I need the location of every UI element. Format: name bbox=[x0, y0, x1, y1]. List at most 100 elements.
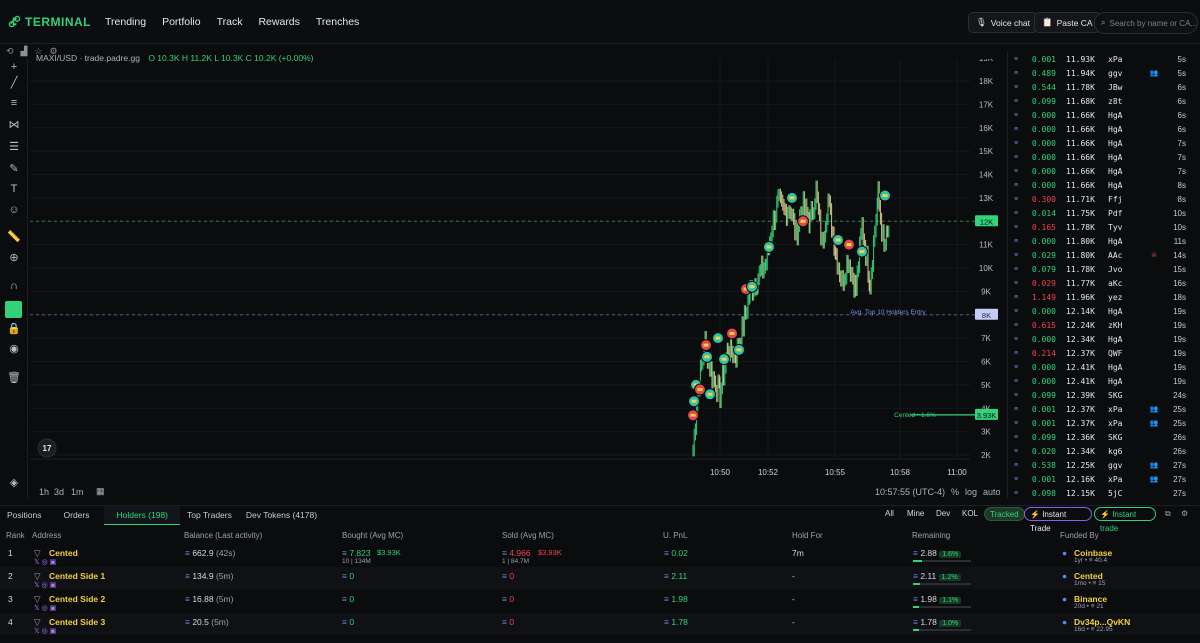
price-chart[interactable]: 18K17K16K15K14K13K12K11K10K9K8K7K6K5K4K3… bbox=[30, 59, 1000, 499]
trade-row[interactable]: ≡ 0.079 11.78K Jvo 15s bbox=[1008, 262, 1200, 276]
paste-ca-button[interactable]: 📋 Paste CA bbox=[1034, 12, 1101, 33]
trader-name[interactable]: yez bbox=[1108, 292, 1123, 302]
trade-row[interactable]: ≡ 0.000 11.66K HgA 7s bbox=[1008, 150, 1200, 164]
calendar-icon[interactable]: ▦ bbox=[96, 486, 105, 496]
holder-name[interactable]: Cented Side 3 bbox=[49, 617, 106, 627]
emoji-icon[interactable]: ☺ bbox=[8, 204, 20, 216]
filter-icon[interactable]: ▽ bbox=[34, 571, 41, 581]
social-icons[interactable]: 𝕏 ◎ ▣ bbox=[34, 582, 57, 589]
holder-name[interactable]: Cented Side 2 bbox=[49, 594, 106, 604]
nav-trending[interactable]: Trending bbox=[105, 15, 147, 28]
crosshair-icon[interactable]: + bbox=[10, 61, 18, 73]
trade-row[interactable]: ≡ 0.000 12.14K HgA 19s bbox=[1008, 304, 1200, 318]
trade-row[interactable]: ≡ 0.000 11.66K HgA 7s bbox=[1008, 136, 1200, 150]
trade-row[interactable]: ≡ 0.000 11.66K HgA 6s bbox=[1008, 108, 1200, 122]
settings-icon[interactable]: ⚙ bbox=[49, 46, 58, 56]
trade-row[interactable]: ≡ 0.029 11.77K aKc 16s bbox=[1008, 276, 1200, 290]
trader-name[interactable]: JBw bbox=[1108, 82, 1123, 92]
trader-name[interactable]: HgA bbox=[1108, 334, 1123, 344]
trader-name[interactable]: ggv bbox=[1108, 68, 1123, 78]
logo[interactable]: TERMINAL bbox=[8, 15, 91, 29]
trader-name[interactable]: AAc bbox=[1108, 250, 1123, 260]
trade-row[interactable]: ≡ 0.099 12.39K SKG 24s bbox=[1008, 388, 1200, 402]
trader-name[interactable]: HgA bbox=[1108, 110, 1123, 120]
col-sold[interactable]: Sold (Avg MC) bbox=[502, 531, 554, 540]
trader-name[interactable]: HgA bbox=[1108, 362, 1123, 372]
trade-row[interactable]: ≡ 0.000 12.41K HgA 19s bbox=[1008, 360, 1200, 374]
trader-name[interactable]: SKG bbox=[1108, 390, 1123, 400]
social-icons[interactable]: 𝕏 ◎ ▣ bbox=[34, 559, 57, 566]
trader-name[interactable]: 5jC bbox=[1108, 488, 1123, 498]
trader-name[interactable]: HgA bbox=[1108, 376, 1123, 386]
trader-name[interactable]: aKc bbox=[1108, 278, 1123, 288]
trade-row[interactable]: ≡ 1.149 11.96K yez 18s bbox=[1008, 290, 1200, 304]
trash-icon[interactable]: 🗑 bbox=[7, 372, 21, 384]
trader-name[interactable]: xPa bbox=[1108, 54, 1123, 64]
trade-row[interactable]: ≡ 0.000 11.66K HgA 6s bbox=[1008, 122, 1200, 136]
ruler-icon[interactable]: 📏 bbox=[7, 231, 21, 243]
chart-type-icon[interactable]: ▟ bbox=[20, 46, 28, 56]
trader-name[interactable]: HgA bbox=[1108, 166, 1123, 176]
trader-name[interactable]: ggv bbox=[1108, 460, 1123, 470]
trendline-icon[interactable]: ╱ bbox=[10, 77, 18, 89]
interval-1h[interactable]: 1h bbox=[39, 487, 50, 497]
lock-icon[interactable]: 🔒 bbox=[7, 323, 21, 335]
trade-row[interactable]: ≡ 0.544 11.78K JBw 6s bbox=[1008, 80, 1200, 94]
social-icons[interactable]: 𝕏 ◎ ▣ bbox=[34, 628, 57, 635]
magnet-icon[interactable]: ∩ bbox=[10, 280, 18, 292]
trader-name[interactable]: Tyv bbox=[1108, 222, 1123, 232]
trade-row[interactable]: ≡ 0.098 12.15K 5jC 27s bbox=[1008, 486, 1200, 498]
funded-by[interactable]: Dv34p...QvKN bbox=[1074, 617, 1131, 627]
filter-icon[interactable]: ▽ bbox=[34, 548, 41, 558]
tab-top-traders[interactable]: Top Traders bbox=[186, 509, 232, 520]
trader-name[interactable]: zKH bbox=[1108, 320, 1123, 330]
col-balance[interactable]: Balance (Last activity) bbox=[184, 531, 263, 540]
trader-name[interactable]: xPa bbox=[1108, 404, 1123, 414]
star-icon[interactable]: ☆ bbox=[34, 46, 43, 56]
trader-name[interactable]: HgA bbox=[1108, 152, 1123, 162]
scale-auto[interactable]: auto bbox=[983, 487, 1001, 497]
col-bought[interactable]: Bought (Avg MC) bbox=[342, 531, 404, 540]
filter-dev[interactable]: Dev bbox=[936, 509, 951, 518]
scale-log[interactable]: log bbox=[965, 487, 978, 497]
tab-holders[interactable]: Holders (198) bbox=[104, 505, 180, 525]
trader-name[interactable]: HgA bbox=[1108, 236, 1123, 246]
tab-dev-tokens[interactable]: Dev Tokens (4178) bbox=[245, 509, 318, 520]
trader-name[interactable]: QWF bbox=[1108, 348, 1123, 358]
trader-name[interactable]: HgA bbox=[1108, 180, 1123, 190]
trade-row[interactable]: ≡ 0.538 12.25K ggv 👥 27s bbox=[1008, 458, 1200, 472]
funded-by[interactable]: Cented bbox=[1074, 571, 1103, 581]
trader-name[interactable]: HgA bbox=[1108, 124, 1123, 134]
filter-icon[interactable]: ▽ bbox=[34, 617, 41, 627]
funded-by[interactable]: Coinbase bbox=[1074, 548, 1113, 558]
trade-row[interactable]: ≡ 0.029 11.80K AAc ☠ 14s bbox=[1008, 248, 1200, 262]
instant-trade-button-2[interactable]: ⚡ Instant trade bbox=[1094, 507, 1156, 533]
trader-name[interactable]: HgA bbox=[1108, 138, 1123, 148]
trade-row[interactable]: ≡ 0.014 11.75K Pdf 10s bbox=[1008, 206, 1200, 220]
social-icons[interactable]: 𝕏 ◎ ▣ bbox=[34, 605, 57, 612]
holder-row[interactable]: 1 ▽ Cented 𝕏 ◎ ▣ ≡ 662.9 (42s) ≡ 7.823 $3.93K 1… bbox=[0, 544, 1200, 566]
trader-name[interactable]: kg6 bbox=[1108, 446, 1123, 456]
trader-name[interactable]: Ffj bbox=[1108, 194, 1123, 204]
filter-kol[interactable]: KOL bbox=[962, 509, 979, 518]
nav-trenches[interactable]: Trenches bbox=[315, 15, 360, 28]
trader-name[interactable]: Pdf bbox=[1108, 208, 1123, 218]
layers-icon[interactable]: ◈ bbox=[9, 477, 19, 489]
search-input[interactable]: ⌕ Search by name or CA... bbox=[1094, 12, 1198, 34]
trade-row[interactable]: ≡ 0.001 12.16K xPa 👥 27s bbox=[1008, 472, 1200, 486]
trade-row[interactable]: ≡ 0.165 11.78K Tyv 10s bbox=[1008, 220, 1200, 234]
trade-row[interactable]: ≡ 0.099 12.36K SKG 26s bbox=[1008, 430, 1200, 444]
holder-name[interactable]: Cented Side 1 bbox=[49, 571, 106, 581]
magnet-toggle-active[interactable] bbox=[5, 301, 22, 318]
trade-row[interactable]: ≡ 0.099 11.68K z8t 6s bbox=[1008, 94, 1200, 108]
eye-icon[interactable]: ◉ bbox=[9, 343, 19, 355]
horizontal-lines-icon[interactable]: ≡ bbox=[10, 97, 18, 109]
filter-mine[interactable]: Mine bbox=[907, 509, 925, 518]
holder-name[interactable]: Cented bbox=[49, 548, 78, 558]
trade-row[interactable]: ≡ 0.000 11.66K HgA 8s bbox=[1008, 178, 1200, 192]
trader-name[interactable]: xPa bbox=[1108, 418, 1123, 428]
trade-row[interactable]: ≡ 0.000 11.80K HgA 11s bbox=[1008, 234, 1200, 248]
